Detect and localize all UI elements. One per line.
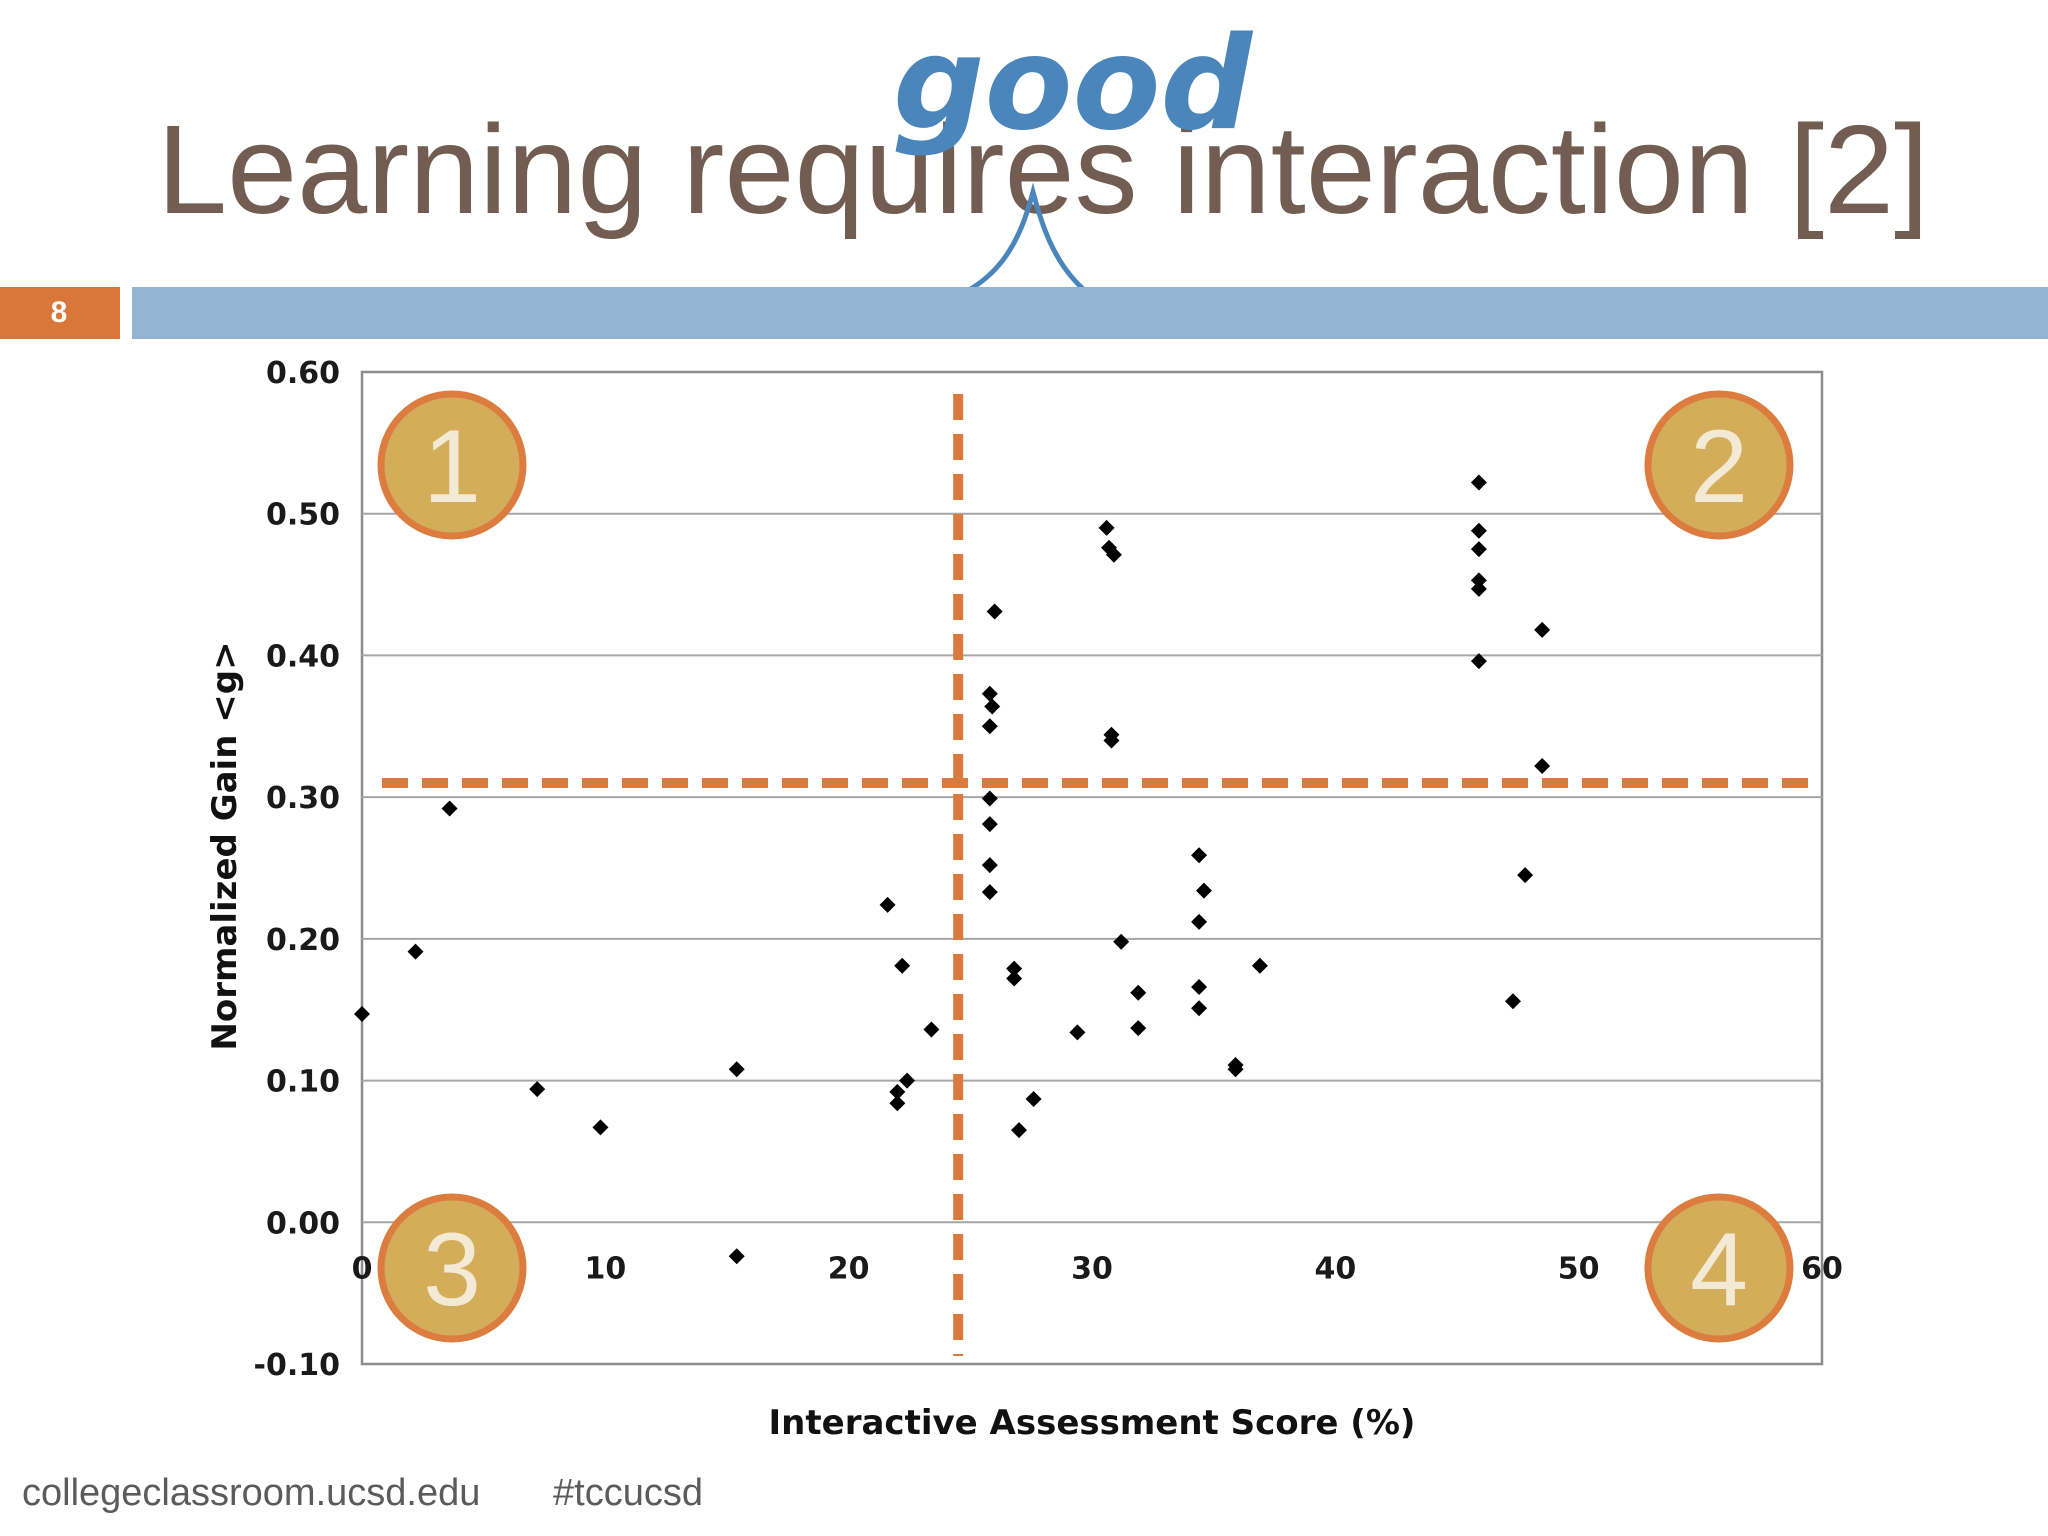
footer-hashtag: #tccucsd: [553, 1472, 703, 1514]
data-point: [981, 884, 998, 901]
data-point: [1470, 474, 1487, 491]
x-axis-title: Interactive Assessment Score (%): [769, 1403, 1416, 1443]
y-tick-labels: -0.10 0.00 0.10 0.20 0.30 0.40 0.50 0.60: [254, 356, 340, 1383]
x-tick-label: 20: [828, 1251, 870, 1286]
data-point: [1504, 993, 1521, 1010]
data-point: [1534, 621, 1551, 638]
data-point: [1103, 732, 1120, 749]
data-point: [592, 1119, 609, 1136]
header-bar: [132, 287, 2048, 339]
x-tick-label: 0: [352, 1251, 373, 1286]
data-point: [1517, 867, 1534, 884]
x-tick-label: 60: [1801, 1251, 1843, 1286]
data-point: [441, 800, 458, 817]
data-point: [1534, 757, 1551, 774]
data-point: [529, 1081, 546, 1098]
data-point: [879, 896, 896, 913]
quadrant-badge-label: 1: [423, 409, 481, 525]
y-tick-label: 0.00: [266, 1206, 340, 1241]
data-point: [986, 603, 1003, 620]
data-point: [981, 857, 998, 874]
data-point: [1105, 546, 1122, 563]
data-point: [981, 718, 998, 735]
data-point: [1251, 957, 1268, 974]
data-point: [728, 1061, 745, 1078]
data-point: [981, 816, 998, 833]
quadrant-badge: [1644, 390, 1794, 540]
y-axis-title: Normalized Gain <g>: [205, 641, 245, 1050]
data-point: [1069, 1024, 1086, 1041]
x-tick-labels: 0 10 20 30 40 50 60: [352, 1251, 1843, 1286]
y-tick-label: 0.30: [266, 781, 340, 816]
data-point: [894, 957, 911, 974]
data-point: [923, 1021, 940, 1038]
quadrant-dividers: [382, 394, 1816, 1356]
plot-area: [360, 370, 1824, 1366]
quadrant-badge: [377, 390, 527, 540]
footer-website: collegeclassroom.ucsd.edu: [22, 1472, 481, 1514]
quadrant-badge-label: 4: [1690, 1212, 1748, 1328]
data-point: [899, 1072, 916, 1089]
data-point: [1113, 933, 1130, 950]
data-point: [728, 1248, 745, 1265]
data-point: [1470, 541, 1487, 558]
data-point: [1006, 970, 1023, 987]
y-tick-label: 0.50: [266, 498, 340, 533]
data-point: [1227, 1061, 1244, 1078]
handwritten-annotation: good: [893, 10, 1253, 159]
x-tick-label: 10: [584, 1251, 626, 1286]
quadrant-badge: [377, 1193, 527, 1343]
data-point: [1191, 1000, 1208, 1017]
data-point: [1011, 1122, 1027, 1139]
data-point: [1191, 979, 1208, 996]
data-point: [1098, 519, 1115, 536]
x-tick-label: 30: [1071, 1251, 1113, 1286]
data-point: [1006, 960, 1023, 977]
data-point: [981, 790, 998, 807]
gridlines: [362, 512, 1822, 1224]
y-tick-label: -0.10: [254, 1348, 340, 1383]
data-point: [1025, 1090, 1042, 1107]
data-point: [1130, 984, 1147, 1001]
data-point: [981, 685, 998, 702]
slide-number: 8: [50, 296, 68, 329]
data-point: [1191, 847, 1208, 864]
y-tick-label: 0.40: [266, 639, 340, 674]
quadrant-badge: [1644, 1193, 1794, 1343]
quadrant-badge-label: 3: [423, 1212, 481, 1328]
quadrant-badge-label: 2: [1690, 409, 1748, 525]
data-point: [984, 698, 1001, 715]
x-tick-label: 40: [1314, 1251, 1356, 1286]
y-tick-label: 0.10: [266, 1065, 340, 1100]
data-point: [1470, 572, 1487, 589]
data-point: [1191, 913, 1208, 930]
data-point: [1470, 522, 1487, 539]
data-point: [354, 1005, 370, 1022]
quadrant-badges: 1 2 3 4: [377, 390, 1794, 1343]
data-point: [407, 943, 424, 960]
y-tick-label: 0.60: [266, 356, 340, 391]
x-tick-label: 50: [1558, 1251, 1600, 1286]
slide-number-badge: [0, 287, 120, 339]
data-point: [1130, 1020, 1147, 1037]
data-point: [1470, 580, 1487, 597]
data-point: [1195, 882, 1212, 899]
data-point: [889, 1083, 906, 1100]
data-point: [889, 1095, 906, 1112]
data-points: [354, 474, 1551, 1265]
data-point: [1470, 653, 1487, 670]
y-tick-label: 0.20: [266, 923, 340, 958]
